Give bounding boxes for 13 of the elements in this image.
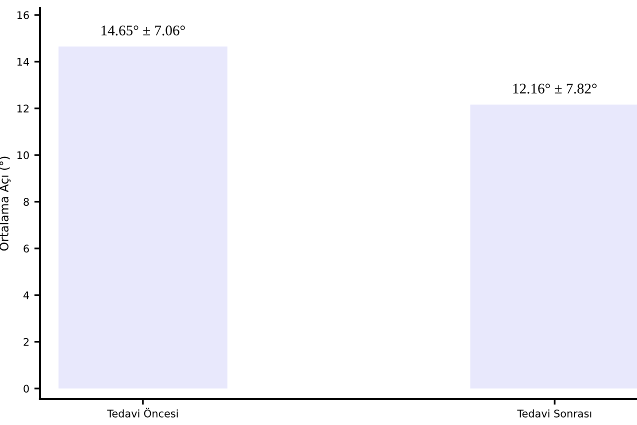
y-tick-label: 10 xyxy=(17,151,29,160)
y-tick-label: 8 xyxy=(24,198,29,206)
y-tick-label: 16 xyxy=(17,11,29,20)
y-tick-label: 0 xyxy=(24,384,29,393)
x-tick-label: Tedavi Öncesi xyxy=(107,408,178,418)
y-tick-label: 12 xyxy=(17,104,29,112)
y-tick-label: 14 xyxy=(17,58,29,66)
data-label: 12.16° ± 7.82° xyxy=(513,84,597,94)
y-tick-label: 6 xyxy=(24,244,29,253)
x-tick-label: Tedavi Sonrası xyxy=(517,409,592,418)
data-label: 14.65° ± 7.06° xyxy=(102,26,185,36)
y-tick-label: 4 xyxy=(23,291,29,300)
y-tick-label: 2 xyxy=(24,338,29,346)
